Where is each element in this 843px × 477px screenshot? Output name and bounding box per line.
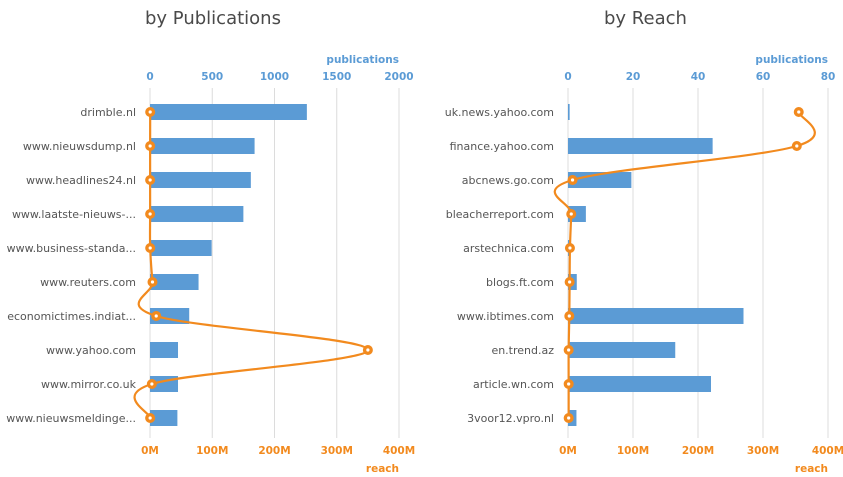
reach-series-line bbox=[553, 111, 816, 418]
reach-point-center bbox=[148, 178, 152, 182]
reach-point-center bbox=[148, 246, 152, 250]
reach-tick-label: 200M bbox=[258, 445, 290, 457]
reach-point-center bbox=[568, 246, 572, 250]
category-label: 3voor12.vpro.nl bbox=[467, 412, 554, 425]
chart-title-publications: by Publications bbox=[145, 8, 281, 29]
reach-point-center bbox=[567, 348, 571, 352]
category-label: uk.news.yahoo.com bbox=[445, 106, 554, 119]
publications-bar bbox=[568, 104, 570, 120]
reach-point-center bbox=[150, 382, 154, 386]
reach-point-center bbox=[366, 348, 370, 352]
reach-point-center bbox=[795, 144, 799, 148]
reach-point-center bbox=[570, 178, 575, 182]
publications-tick-label: 1500 bbox=[322, 71, 351, 83]
category-label: www.yahoo.com bbox=[46, 344, 136, 357]
category-label: arstechnica.com bbox=[463, 242, 554, 255]
category-label: abcnews.go.com bbox=[462, 174, 554, 187]
reach-point-center bbox=[568, 280, 572, 284]
reach-point-center bbox=[567, 416, 571, 420]
reach-point-center bbox=[148, 416, 152, 420]
reach-point-center bbox=[154, 314, 158, 318]
category-label: www.laatste-nieuws-... bbox=[12, 208, 136, 221]
category-label: drimble.nl bbox=[80, 106, 136, 119]
category-label: bleacherreport.com bbox=[446, 208, 554, 221]
publications-tick-label: 1000 bbox=[260, 71, 289, 83]
publications-bar bbox=[150, 104, 307, 120]
reach-point-center bbox=[150, 280, 155, 284]
category-label: www.business-standa... bbox=[7, 242, 136, 255]
publications-tick-label: 40 bbox=[691, 71, 706, 83]
reach-point-center bbox=[797, 110, 801, 114]
reach-tick-label: 400M bbox=[812, 445, 843, 457]
reach-point-center bbox=[148, 144, 152, 148]
category-label: www.reuters.com bbox=[40, 276, 136, 289]
category-label: www.mirror.co.uk bbox=[41, 378, 137, 391]
publications-tick-label: 0 bbox=[564, 71, 571, 83]
reach-tick-label: 200M bbox=[682, 445, 714, 457]
publications-bar bbox=[150, 410, 178, 426]
publications-bar bbox=[568, 376, 711, 392]
reach-series-line bbox=[133, 111, 369, 419]
publications-tick-label: 60 bbox=[756, 71, 771, 83]
category-label: www.headlines24.nl bbox=[26, 174, 136, 187]
publications-tick-label: 80 bbox=[821, 71, 836, 83]
category-label: www.nieuwsdump.nl bbox=[23, 140, 136, 153]
publications-bar bbox=[150, 172, 251, 188]
publications-tick-label: 500 bbox=[201, 71, 223, 83]
publications-bar bbox=[568, 308, 744, 324]
category-label: blogs.ft.com bbox=[486, 276, 554, 289]
category-label: finance.yahoo.com bbox=[450, 140, 554, 153]
publications-bar bbox=[568, 172, 632, 188]
reach-tick-label: 0M bbox=[141, 445, 159, 457]
category-label: www.nieuwsmeldinge... bbox=[6, 412, 136, 425]
reach-axis-title: reach bbox=[795, 463, 828, 475]
publications-axis-title: publications bbox=[326, 54, 399, 66]
reach-point-center bbox=[567, 314, 571, 318]
publications-bar bbox=[150, 206, 244, 222]
reach-point-center bbox=[148, 110, 152, 114]
reach-point-center bbox=[567, 382, 571, 386]
publications-tick-label: 20 bbox=[626, 71, 641, 83]
reach-point-center bbox=[569, 212, 573, 216]
category-label: economictimes.indiat... bbox=[7, 310, 136, 323]
category-label: article.wn.com bbox=[473, 378, 554, 391]
publications-tick-label: 0 bbox=[146, 71, 153, 83]
reach-tick-label: 100M bbox=[617, 445, 649, 457]
reach-tick-label: 300M bbox=[321, 445, 353, 457]
reach-point-center bbox=[148, 212, 152, 216]
category-label: en.trend.az bbox=[491, 344, 554, 357]
publications-bar bbox=[150, 138, 255, 154]
reach-tick-label: 300M bbox=[747, 445, 779, 457]
chart-title-reach: by Reach bbox=[604, 8, 687, 29]
reach-tick-label: 0M bbox=[559, 445, 577, 457]
reach-tick-label: 100M bbox=[196, 445, 228, 457]
publications-bar bbox=[150, 240, 212, 256]
publications-bar bbox=[568, 138, 713, 154]
publications-axis-title: publications bbox=[755, 54, 828, 66]
publications-bar bbox=[150, 274, 199, 290]
publications-bar bbox=[150, 342, 179, 358]
publications-bar bbox=[568, 342, 676, 358]
reach-tick-label: 400M bbox=[383, 445, 415, 457]
reach-axis-title: reach bbox=[366, 463, 399, 475]
publications-tick-label: 2000 bbox=[384, 71, 413, 83]
category-label: www.ibtimes.com bbox=[457, 310, 554, 323]
